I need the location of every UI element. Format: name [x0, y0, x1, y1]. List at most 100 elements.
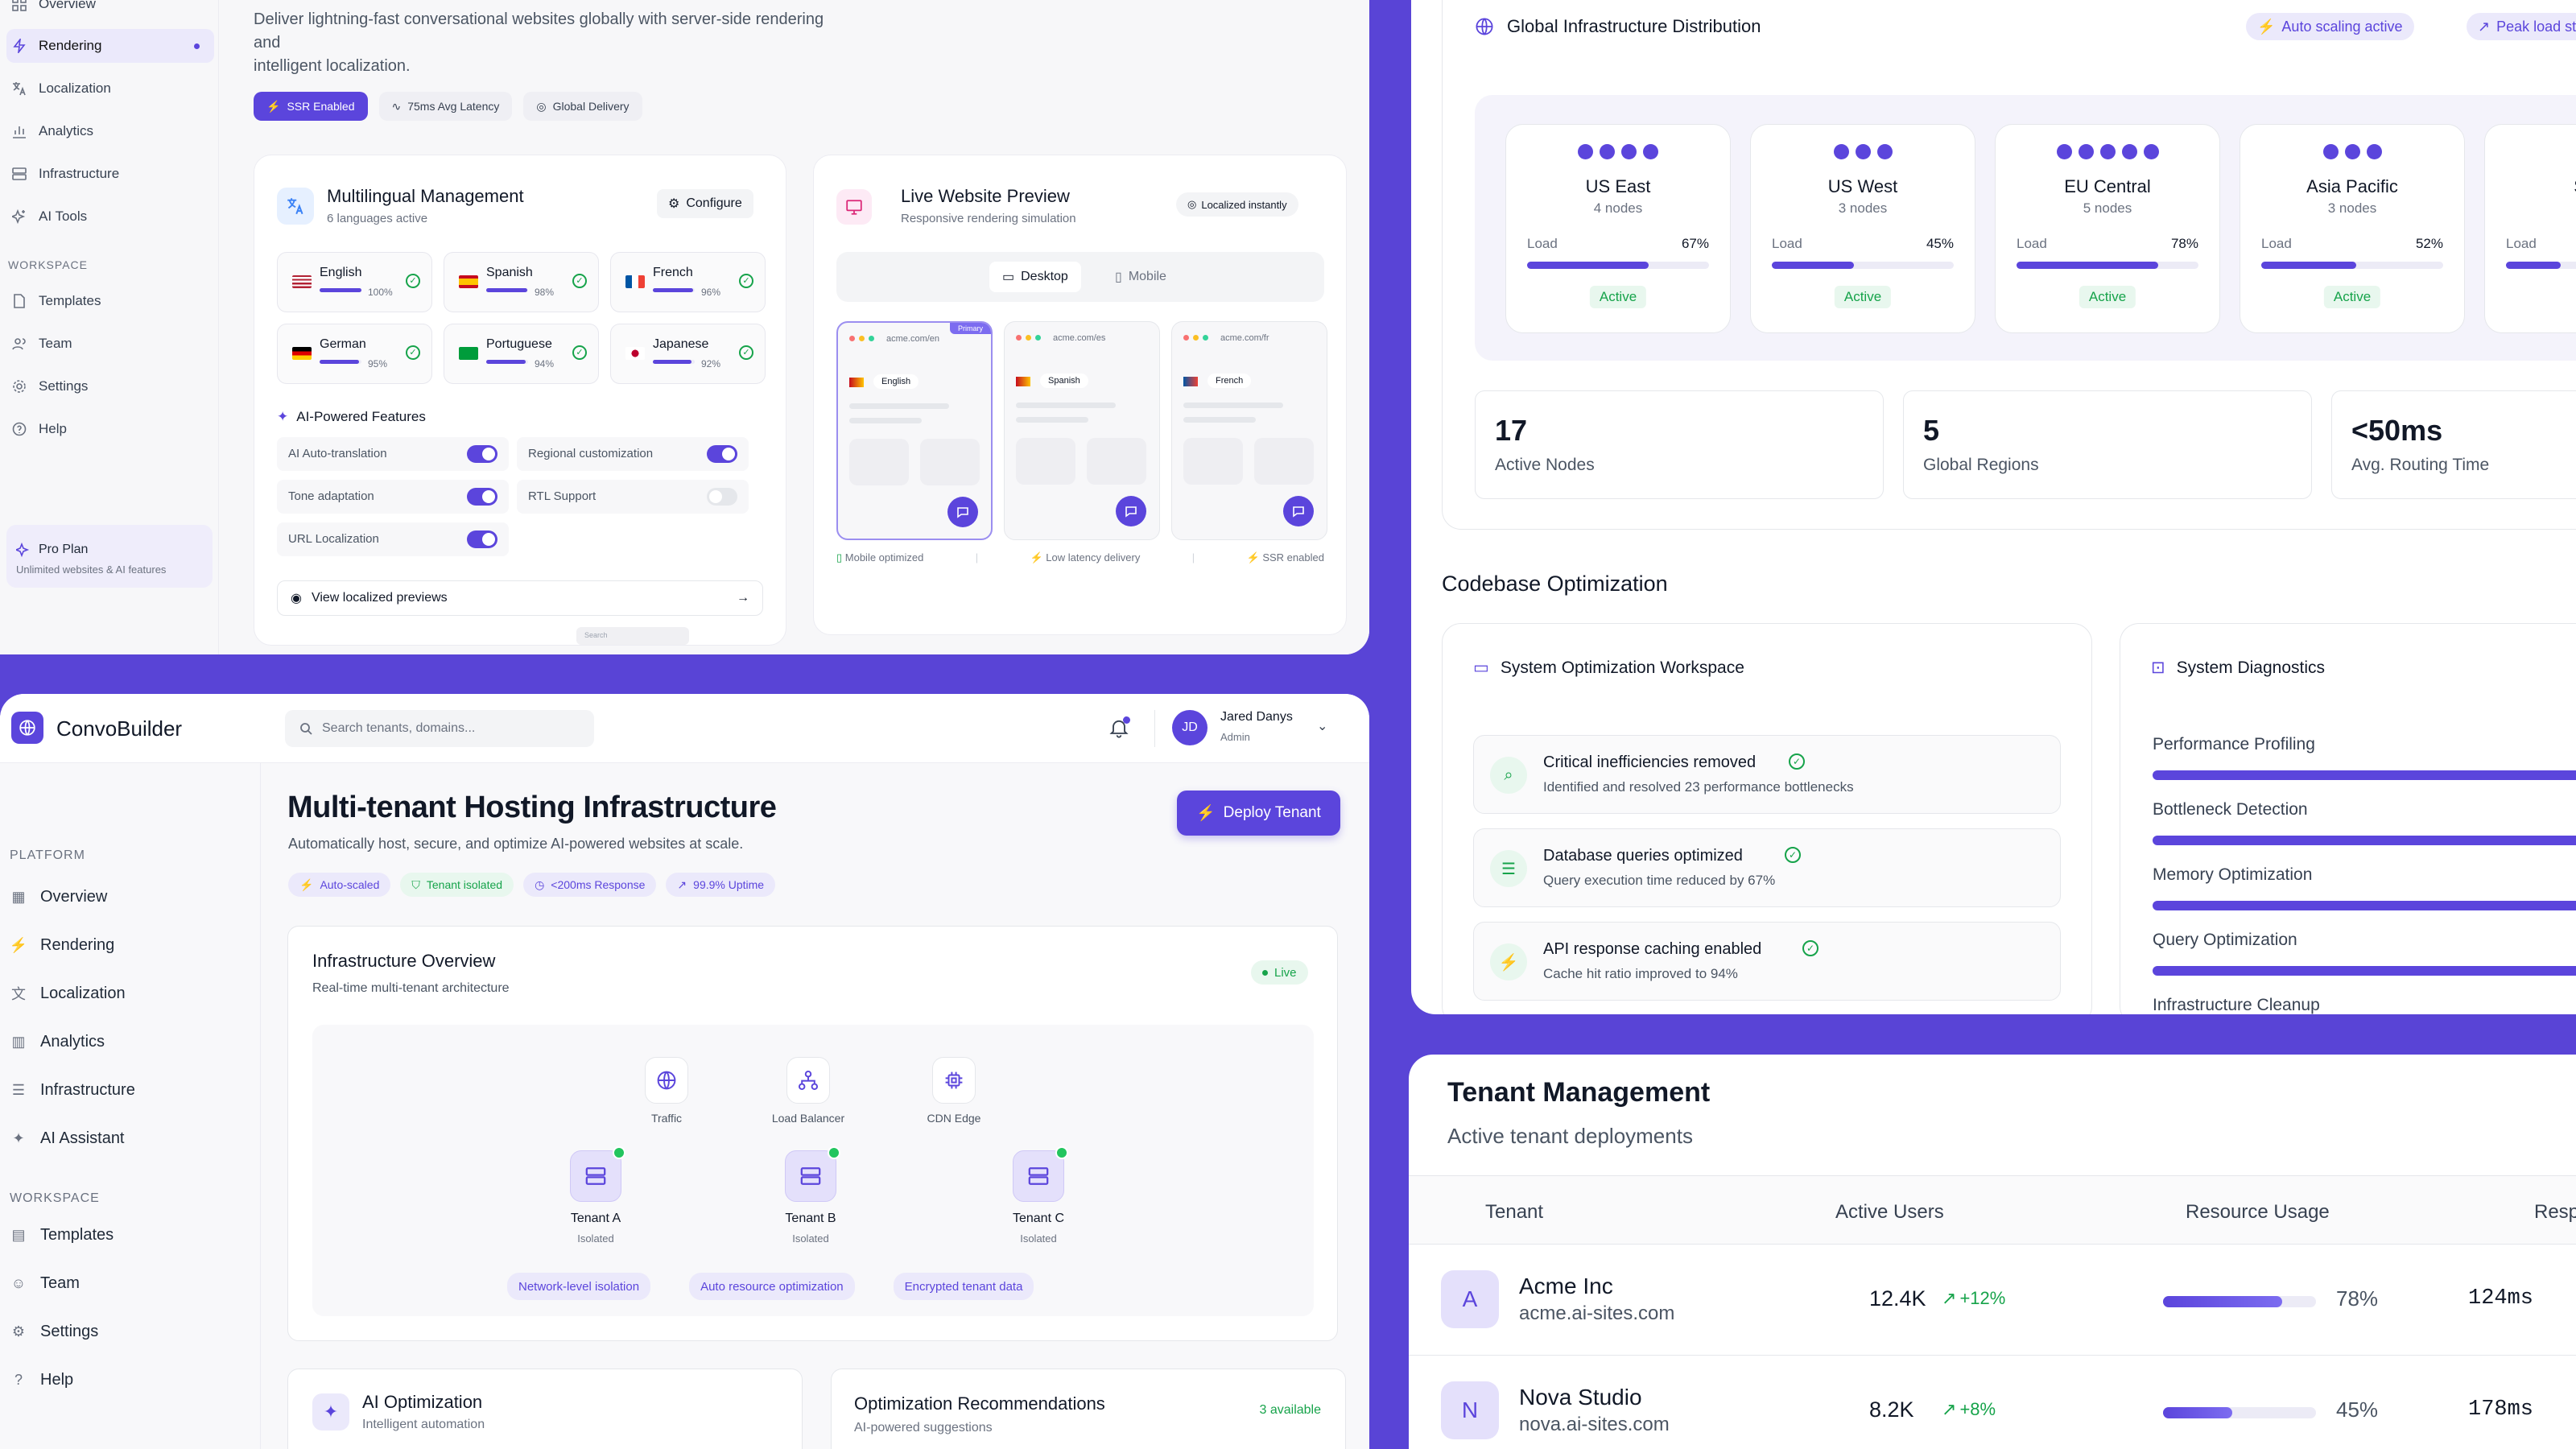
node-dot: [1643, 144, 1658, 159]
response-time: 178ms: [2468, 1397, 2534, 1422]
language-name: Spanish: [486, 266, 533, 279]
region-card[interactable]: US East 4 nodes Load 67% Active: [1505, 124, 1731, 333]
server-icon: [800, 1167, 821, 1185]
sidebar-item-settings[interactable]: Settings: [6, 369, 214, 403]
item-description: Cache hit ratio improved to 94%: [1543, 966, 1738, 981]
sidebar-item-team[interactable]: ☺ Team: [10, 1265, 251, 1301]
view-previews-button[interactable]: ◉ View localized previews →: [277, 580, 763, 616]
bolt-icon: ⚡: [266, 99, 281, 113]
node-dots: [1751, 144, 1975, 159]
tenant-node[interactable]: [1013, 1146, 1068, 1202]
stat-value: 5: [1923, 414, 1940, 447]
avatar[interactable]: JD: [1172, 710, 1208, 745]
sidebar-item-analytics[interactable]: ▥ Analytics: [10, 1024, 251, 1059]
tenant-node[interactable]: [785, 1146, 840, 1202]
feature-toggle[interactable]: [467, 445, 497, 463]
browser-dots: [1183, 335, 1208, 341]
text-placeholder: [1016, 402, 1116, 408]
network-icon[interactable]: [786, 1057, 830, 1104]
flag-icon: [849, 378, 864, 387]
configure-button[interactable]: ⚙ Configure: [657, 189, 753, 218]
flag-icon: [1016, 377, 1030, 386]
status-badge: Active: [2079, 286, 2136, 308]
preview-frame[interactable]: acme.com/es Spanish: [1004, 321, 1160, 540]
load-label: Load: [2017, 236, 2047, 251]
tenant-node[interactable]: [570, 1146, 625, 1202]
language-card[interactable]: German 95% ✓: [277, 324, 432, 384]
sidebar-item-localization[interactable]: 文 Localization: [10, 976, 251, 1011]
database-icon: ☰: [1490, 850, 1527, 887]
card-title: AI Optimization: [362, 1392, 483, 1412]
preview-frame[interactable]: acme.com/fr French: [1171, 321, 1327, 540]
chat-bubble-icon[interactable]: [1283, 496, 1314, 526]
language-card[interactable]: Japanese 92% ✓: [610, 324, 766, 384]
sidebar-item-help[interactable]: ? Help: [10, 1362, 251, 1397]
sidebar-item-localization[interactable]: Localization: [6, 72, 214, 105]
region-card[interactable]: EU Central 5 nodes Load 78% Active: [1995, 124, 2220, 333]
region-card[interactable]: US West 3 nodes Load 45% Active: [1750, 124, 1975, 333]
language-card[interactable]: English 100% ✓: [277, 252, 432, 312]
sidebar-item-ai-assistant[interactable]: ✦ AI Assistant: [10, 1121, 251, 1156]
sidebar-item-team[interactable]: Team: [6, 327, 214, 361]
tenant-domain: acme.ai-sites.com: [1519, 1302, 1675, 1324]
cpu-icon[interactable]: [932, 1057, 976, 1104]
sidebar-item-rendering[interactable]: Rendering: [6, 29, 214, 63]
load-percent: 78%: [2170, 236, 2198, 251]
node-dot: [1600, 144, 1615, 159]
feature-toggle[interactable]: [467, 488, 497, 506]
status-badge: ⚡ Auto-scaled: [288, 873, 391, 897]
sidebar-item-overview[interactable]: ▦ Overview: [10, 879, 251, 914]
table-row[interactable]: N Nova Studio nova.ai-sites.com 8.2K ↗ +8% 45%…: [1409, 1356, 2576, 1449]
check-circle-icon: ✓: [739, 345, 753, 360]
region-card[interactable]: Asia Pacific 3 nodes Load 52% Active: [2240, 124, 2465, 333]
sidebar-item-analytics[interactable]: Analytics: [6, 114, 214, 148]
browser-dots: [849, 336, 874, 341]
globe-icon[interactable]: [645, 1057, 688, 1104]
search-input[interactable]: Search: [576, 627, 689, 645]
tab-mobile[interactable]: ▯ Mobile: [1102, 262, 1179, 292]
sidebar-item-infrastructure[interactable]: ☰ Infrastructure: [10, 1072, 251, 1108]
feature-toggle[interactable]: [707, 445, 737, 463]
globe-icon: ◎: [1187, 198, 1197, 210]
bell-icon[interactable]: [1108, 716, 1130, 739]
chat-bubble-icon[interactable]: [1116, 496, 1146, 526]
sidebar-item-templates[interactable]: ▤ Templates: [10, 1217, 251, 1253]
feature-toggle[interactable]: [467, 530, 497, 548]
sidebar-item-help[interactable]: Help: [6, 412, 214, 446]
sidebar-item-templates[interactable]: Templates: [6, 284, 214, 318]
deploy-tenant-button[interactable]: ⚡ Deploy Tenant: [1177, 791, 1340, 836]
preview-frame[interactable]: acme.com/en Primary English: [836, 321, 993, 540]
search-input[interactable]: Search tenants, domains...: [285, 710, 594, 747]
language-card[interactable]: Portuguese 94% ✓: [444, 324, 599, 384]
system-diagnostics-card: ⊡ System Diagnostics Performance Profilin…: [2120, 623, 2576, 1014]
language-card[interactable]: French 96% ✓: [610, 252, 766, 312]
sidebar-item-overview[interactable]: Overview: [6, 0, 214, 21]
badge-label: Auto scaling active: [2281, 18, 2403, 35]
pill-label: <200ms Response: [551, 878, 646, 891]
table-row[interactable]: A Acme Inc acme.ai-sites.com 12.4K ↗ +12% 78% 1…: [1409, 1245, 2576, 1356]
completion-bar: [320, 360, 361, 364]
status-pills: ⚡ Auto-scaled ⛉ Tenant isolated ◷ <200ms Re…: [288, 873, 776, 897]
chat-bubble-icon[interactable]: [947, 497, 978, 527]
pro-plan-card[interactable]: Pro Plan Unlimited websites & AI feature…: [6, 525, 213, 588]
sparkles-icon: [11, 208, 27, 225]
diagnostic-progress: [2153, 770, 2576, 780]
region-card[interactable]: South2LoadS: [2484, 124, 2576, 333]
sidebar-item-settings[interactable]: ⚙ Settings: [10, 1314, 251, 1349]
language-card[interactable]: Spanish 98% ✓: [444, 252, 599, 312]
column-header: Resp: [2534, 1201, 2576, 1223]
tab-desktop[interactable]: ▭ Desktop: [989, 262, 1081, 292]
growth-value: +12%: [1959, 1288, 2006, 1308]
live-badge: Live: [1251, 960, 1308, 985]
region-nodes: 3 nodes: [1838, 200, 1888, 216]
chevron-down-icon[interactable]: ⌄: [1317, 720, 1328, 733]
feature-toggle[interactable]: [707, 488, 737, 506]
plan-title: Pro Plan: [39, 543, 89, 556]
chip-label: Global Delivery: [552, 100, 630, 113]
sidebar-item-rendering[interactable]: ⚡ Rendering: [10, 927, 251, 963]
sidebar-item-ai-tools[interactable]: AI Tools: [6, 200, 214, 233]
growth-value: +8%: [1959, 1399, 1996, 1419]
card-subtitle: Real-time multi-tenant architecture: [312, 981, 510, 995]
sidebar-item-infrastructure[interactable]: Infrastructure: [6, 157, 214, 191]
frame-url: acme.com/es: [1053, 333, 1106, 343]
